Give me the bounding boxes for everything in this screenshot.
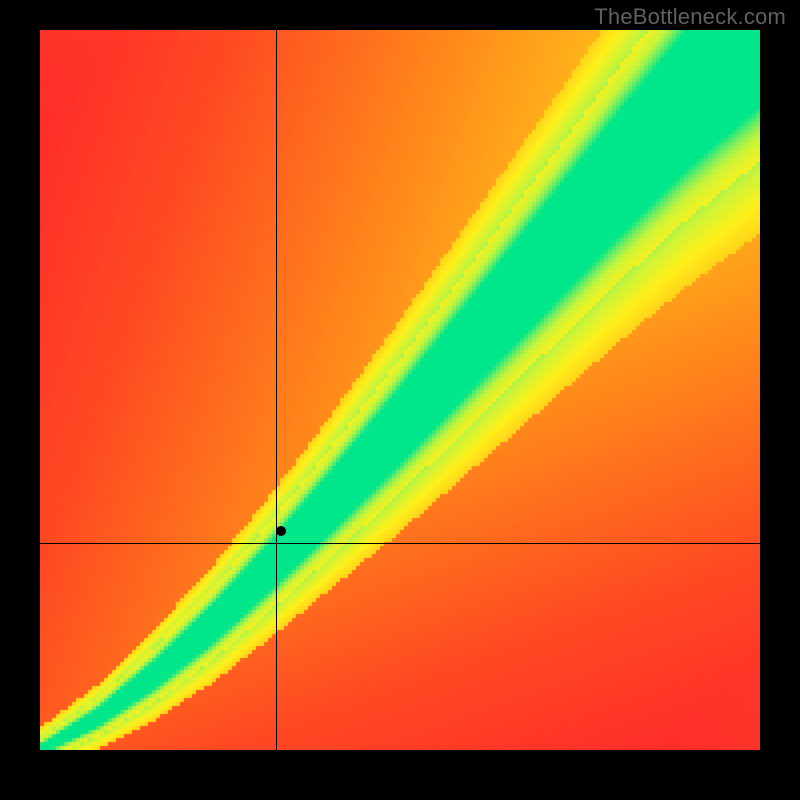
heatmap-plot-area: [40, 30, 760, 750]
crosshair-horizontal: [40, 543, 760, 544]
crosshair-vertical: [276, 30, 277, 750]
bottleneck-heatmap-canvas: [40, 30, 760, 750]
selection-marker[interactable]: [276, 526, 286, 536]
watermark-text: TheBottleneck.com: [594, 4, 786, 30]
